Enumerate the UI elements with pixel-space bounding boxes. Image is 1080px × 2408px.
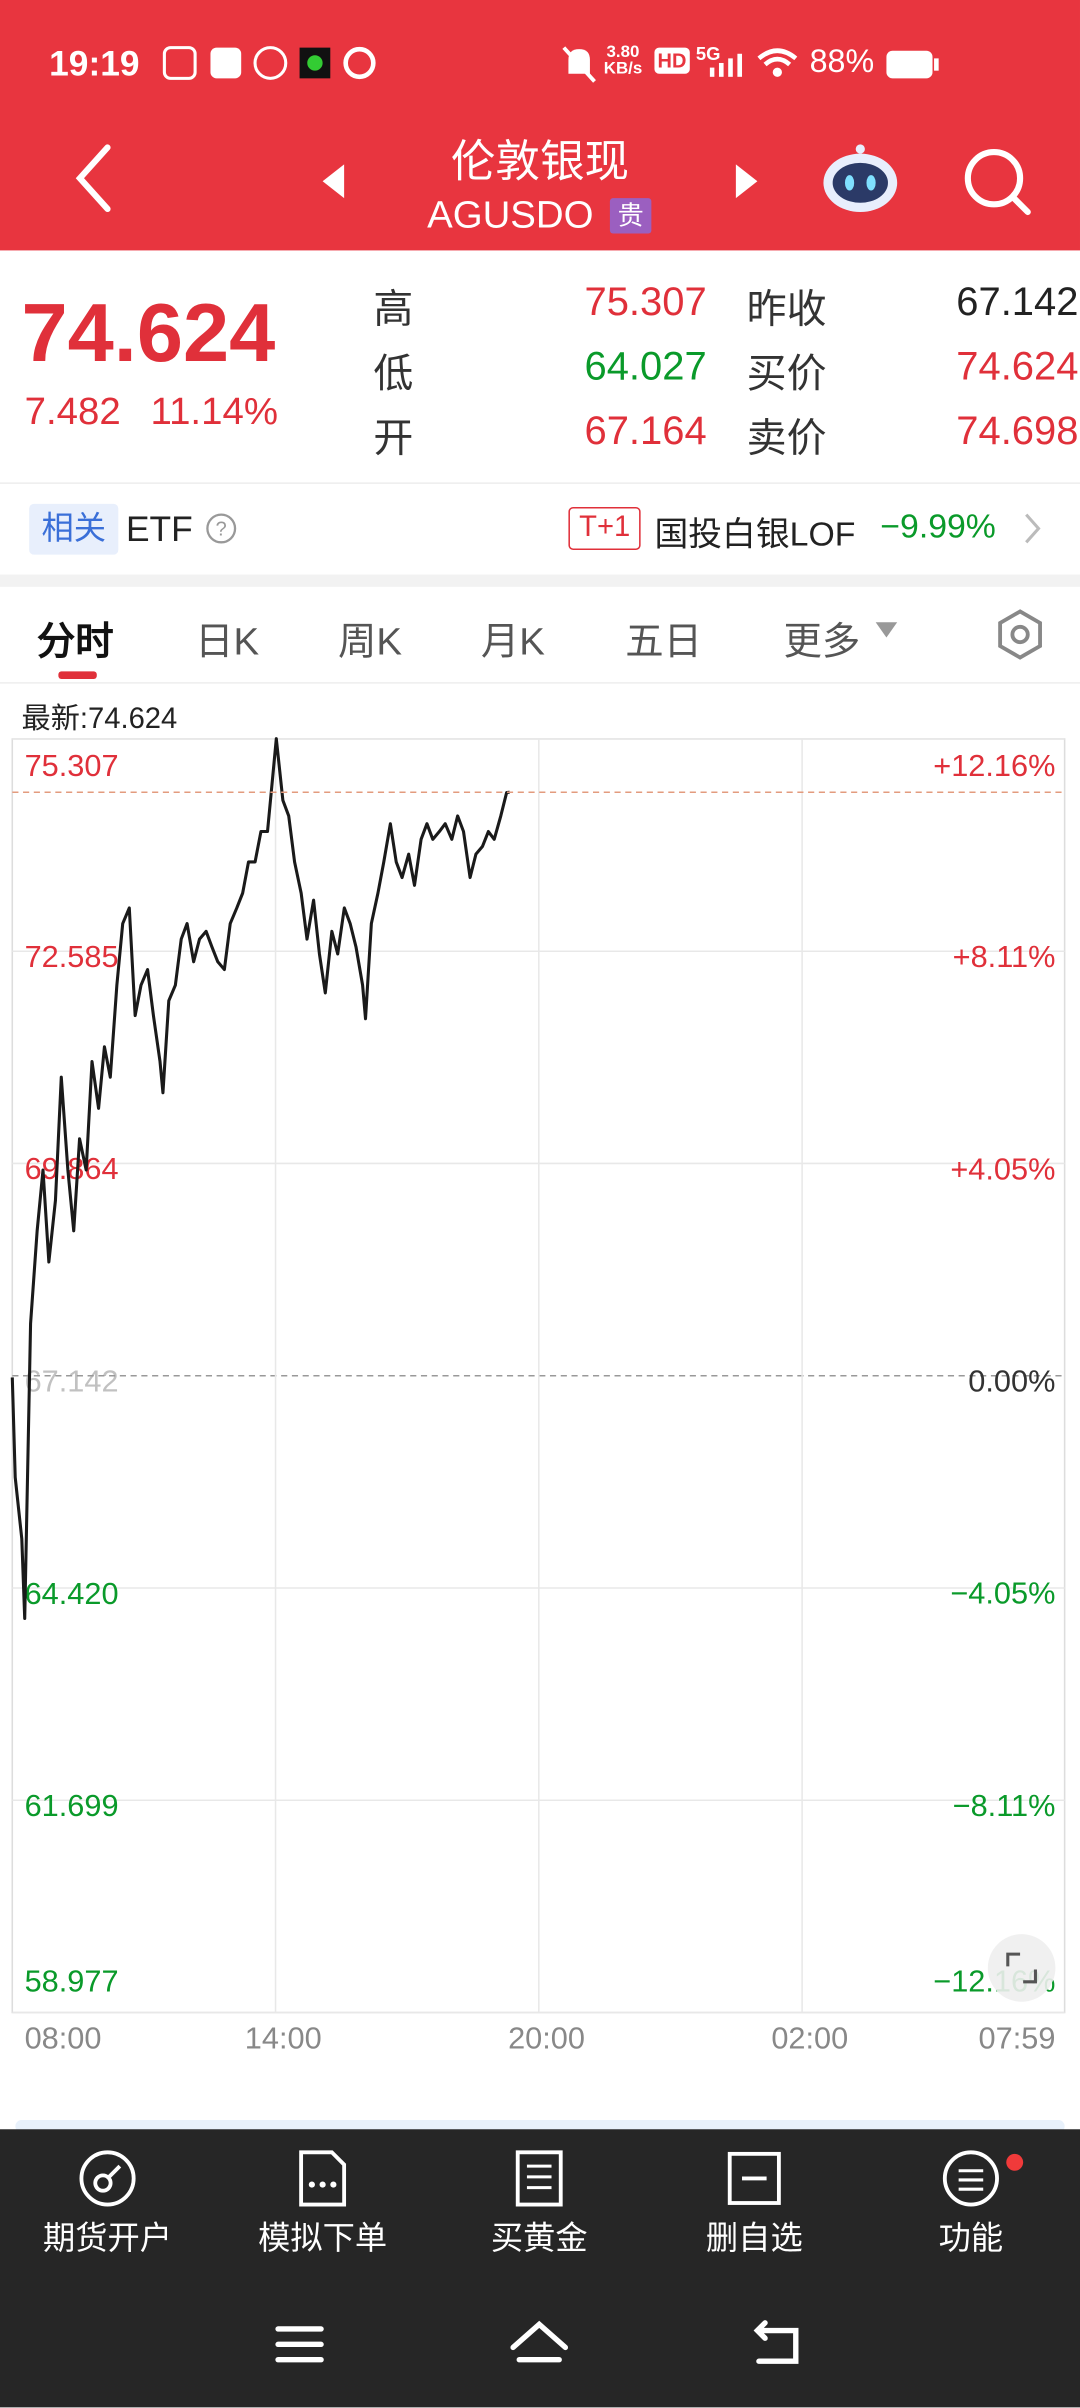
y-tick-label: 67.142 bbox=[25, 1364, 119, 1399]
quote-label: 昨收 bbox=[746, 285, 827, 332]
back-button[interactable] bbox=[61, 138, 122, 218]
x-tick-label: 08:00 bbox=[25, 2020, 102, 2055]
divider bbox=[0, 482, 1080, 484]
battery-icon bbox=[886, 50, 939, 79]
x-tick-label: 07:59 bbox=[979, 2020, 1056, 2055]
nav-icon[interactable] bbox=[292, 2148, 353, 2209]
nav-label[interactable]: 买黄金 bbox=[490, 2221, 588, 2257]
mute-icon bbox=[562, 46, 596, 83]
quote-value: 67.164 bbox=[584, 407, 707, 454]
nav-icon[interactable] bbox=[724, 2148, 785, 2209]
nav-label[interactable]: 删自选 bbox=[705, 2221, 803, 2257]
price-line bbox=[10, 737, 510, 1620]
tab-indicator bbox=[58, 671, 97, 680]
nav-label[interactable]: 功能 bbox=[938, 2221, 1004, 2257]
fullscreen-button[interactable] bbox=[986, 1933, 1057, 2004]
symbol-code: AGUSDO bbox=[427, 193, 594, 237]
price-change: 7.482 bbox=[24, 390, 121, 434]
next-button[interactable] bbox=[728, 161, 765, 201]
quote-label: 买价 bbox=[746, 350, 827, 397]
quote-value: 64.027 bbox=[584, 342, 707, 389]
symbol-badge: 贵 bbox=[609, 198, 652, 234]
header-bar bbox=[0, 0, 1080, 251]
x-tick-label: 20:00 bbox=[508, 2020, 585, 2055]
net-speed-unit: KB/s bbox=[603, 59, 643, 79]
tab[interactable]: 日K bbox=[195, 620, 260, 664]
battery-level: 88% bbox=[809, 44, 875, 80]
prev-button[interactable] bbox=[315, 161, 352, 201]
system-nav bbox=[275, 2320, 799, 2364]
etf-chevron[interactable] bbox=[1020, 510, 1045, 547]
divider bbox=[0, 682, 1080, 684]
section-gap bbox=[0, 574, 1080, 587]
y2-tick-label: 0.00% bbox=[968, 1364, 1055, 1399]
etf-label: ETF bbox=[125, 508, 193, 549]
help-icon[interactable]: ? bbox=[204, 512, 238, 546]
y-tick-label: 75.307 bbox=[25, 748, 119, 783]
y-tick-label: 61.699 bbox=[25, 1788, 119, 1823]
price-change-pct: 11.14% bbox=[150, 390, 278, 434]
last-price: 74.624 bbox=[21, 287, 276, 380]
assistant-button[interactable] bbox=[820, 141, 900, 218]
quote-label: 开 bbox=[373, 414, 414, 461]
y2-tick-label: −4.05% bbox=[950, 1576, 1055, 1611]
nav-icon[interactable] bbox=[77, 2148, 138, 2209]
quote-value: 67.142 bbox=[956, 278, 1079, 325]
tab[interactable]: 分时 bbox=[36, 620, 114, 664]
fund-change: −9.99% bbox=[880, 506, 996, 546]
status-time: 19:19 bbox=[49, 43, 140, 83]
quote-value: 74.624 bbox=[956, 342, 1079, 389]
net-speed-value: 3.80 bbox=[606, 43, 640, 62]
x-tick-label: 14:00 bbox=[245, 2020, 322, 2055]
tab[interactable]: 五日 bbox=[625, 620, 703, 664]
etf-tag: 相关 bbox=[29, 503, 119, 555]
quote-value: 75.307 bbox=[584, 278, 707, 325]
nav-label[interactable]: 模拟下单 bbox=[258, 2221, 388, 2257]
fund-name[interactable]: 国投白银LOF bbox=[654, 514, 856, 554]
nav-icon[interactable] bbox=[940, 2148, 1001, 2209]
page-title: 伦敦银现 bbox=[450, 138, 630, 188]
tab[interactable]: 更多 bbox=[783, 620, 861, 664]
notification-dot bbox=[1006, 2153, 1024, 2171]
tab[interactable]: 月K bbox=[480, 620, 545, 664]
nav-icon[interactable] bbox=[509, 2148, 570, 2209]
quote-value: 74.698 bbox=[956, 407, 1079, 454]
y2-tick-label: +4.05% bbox=[950, 1151, 1055, 1186]
x-tick-label: 02:00 bbox=[771, 2020, 848, 2055]
y2-tick-label: +12.16% bbox=[933, 748, 1055, 783]
y-tick-label: 72.585 bbox=[25, 939, 119, 974]
t1-badge: T+1 bbox=[568, 506, 642, 550]
y-tick-label: 69.864 bbox=[25, 1151, 119, 1186]
network-type: 5G bbox=[695, 43, 721, 65]
quote-label: 卖价 bbox=[746, 414, 827, 461]
y-tick-label: 64.420 bbox=[25, 1576, 119, 1611]
tab[interactable]: 周K bbox=[337, 620, 403, 664]
more-arrow[interactable] bbox=[873, 618, 901, 643]
y2-tick-label: +8.11% bbox=[953, 939, 1056, 974]
latest-label: 最新:74.624 bbox=[21, 703, 178, 736]
nav-label[interactable]: 期货开户 bbox=[43, 2221, 173, 2257]
quote-label: 低 bbox=[373, 350, 414, 397]
svg-text:?: ? bbox=[216, 518, 227, 540]
intraday-chart: 58.977 61.699 64.420 67.142 69.864 72.585 75.3… bbox=[10, 737, 1066, 2055]
search-button[interactable] bbox=[959, 144, 1036, 221]
hd-badge: HD bbox=[654, 47, 690, 74]
signal-wifi bbox=[709, 48, 798, 77]
quote-label: 高 bbox=[373, 285, 414, 332]
net-speed: 3.80 KB/s bbox=[603, 43, 643, 79]
y-tick-label: 58.977 bbox=[25, 1963, 119, 1998]
settings-button[interactable] bbox=[992, 607, 1047, 662]
y2-tick-label: −8.11% bbox=[953, 1788, 1056, 1823]
status-icons bbox=[162, 46, 376, 80]
